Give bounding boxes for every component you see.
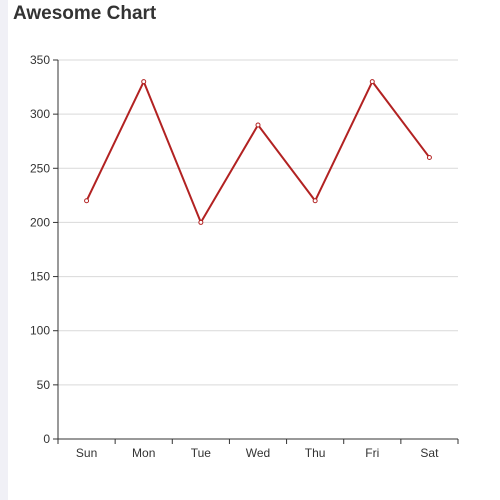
axes [53, 59, 459, 444]
x-tick-label: Mon [132, 446, 155, 460]
data-point[interactable] [198, 219, 204, 225]
y-tick-label: 350 [30, 53, 50, 67]
x-tick-label: Fri [365, 446, 379, 460]
y-tick-label: 150 [30, 270, 50, 284]
series [84, 79, 432, 225]
data-point[interactable] [84, 198, 90, 204]
x-tick-labels: Sun Mon Tue Wed Thu Fri Sat [76, 446, 439, 460]
data-point[interactable] [141, 79, 147, 85]
chart-title: Awesome Chart [13, 3, 157, 24]
x-tick-label: Wed [246, 446, 270, 460]
data-point[interactable] [312, 198, 318, 204]
data-point[interactable] [369, 79, 375, 85]
grid-lines [58, 59, 458, 386]
data-point[interactable] [426, 154, 432, 160]
y-tick-label: 200 [30, 215, 50, 229]
x-tick-label: Sat [420, 446, 439, 460]
x-tick-label: Thu [305, 446, 326, 460]
y-tick-label: 100 [30, 324, 50, 338]
y-tick-label: 300 [30, 107, 50, 121]
series-line [85, 81, 431, 223]
data-point[interactable] [255, 122, 261, 128]
y-tick-labels: 0 50 100 150 200 250 300 350 [30, 53, 50, 446]
y-tick-label: 50 [37, 378, 51, 392]
y-tick-label: 250 [30, 161, 50, 175]
left-edge-strip [0, 0, 8, 500]
x-tick-label: Tue [191, 446, 212, 460]
x-tick-label: Sun [76, 446, 97, 460]
y-tick-label: 0 [43, 432, 50, 446]
